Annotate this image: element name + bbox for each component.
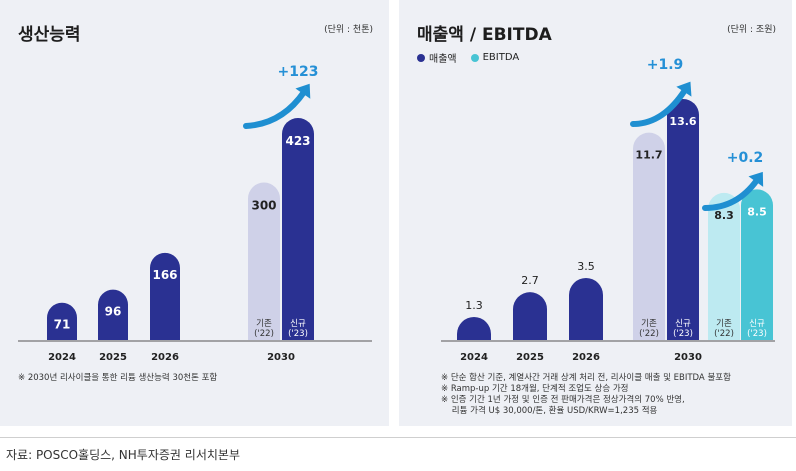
capacity-label-2030-existing-line-2: ('22)	[254, 329, 274, 339]
revenue-legend: 매출액 EBITDA	[417, 50, 519, 65]
capacity-growth-arrow-shaft	[243, 89, 307, 129]
ebitda-bar-2030-existing	[708, 192, 740, 340]
revenue-note-4: 리튬 가격 U$ 30,000/톤, 환율 USD/KRW=1,235 적용	[441, 406, 658, 416]
legend-label-revenue: 매출액	[429, 54, 457, 65]
capacity-bar-2025	[98, 289, 128, 340]
revenue-unit: (단위 : 조원)	[727, 25, 776, 35]
revenue-xtick-2026: 2026	[572, 352, 600, 363]
source-note: 자료: POSCO홀딩스, NH투자증권 리서치본부	[6, 448, 240, 462]
legend-swatch-revenue	[417, 53, 425, 62]
capacity-value-2026: 166	[152, 268, 177, 282]
capacity-bar-2030-existing	[248, 182, 280, 340]
ebitda-bar-2030-existing-label-line-1: 기존	[716, 319, 732, 329]
revenue-growth-arrow-head	[676, 81, 692, 97]
legend-label-ebitda: EBITDA	[482, 52, 520, 63]
capacity-bar-2030-new	[282, 118, 314, 340]
revenue-growth-label: +1.9	[647, 57, 684, 73]
capacity-bar-2026	[150, 252, 180, 340]
legend-item-revenue: 매출액	[417, 50, 457, 65]
revenue-bar-2030-existing-label-line-1: 기존	[641, 319, 657, 329]
revenue-xtick-2024: 2024	[460, 352, 488, 363]
ebitda-bar-2030-existing-value: 8.3	[714, 209, 734, 222]
revenue-bar-2030-existing	[633, 132, 665, 340]
revenue-value-2026: 3.5	[577, 260, 595, 273]
revenue-value-2024: 1.3	[465, 299, 483, 312]
revenue-note-1: ※ 단순 합산 기준, 계열사간 거래 상계 처리 전, 리사이클 매출 및 E…	[441, 373, 731, 383]
capacity-value-2024: 71	[54, 318, 71, 332]
revenue-note-3: ※ 인증 기간 1년 가정 및 인증 전 판매가격은 정상가격의 70% 반영,	[441, 395, 685, 405]
footer-divider	[0, 437, 796, 438]
capacity-panel: 생산능력 (단위 : 천톤) 71 2024 96 2025 166 2026 300 423…	[0, 0, 389, 426]
revenue-bar-2030-new-value: 13.6	[669, 115, 696, 128]
capacity-bar-2024	[47, 302, 77, 340]
capacity-label-2030-existing-line-1: 기존	[256, 319, 272, 329]
revenue-bar-2024	[457, 316, 491, 340]
capacity-unit: (단위 : 천톤)	[324, 25, 373, 35]
revenue-bar-2030-new-label-line-1: 신규	[675, 319, 691, 329]
capacity-xtick-2026: 2026	[151, 352, 179, 363]
revenue-bar-2030-new-label-line-2: ('23)	[673, 329, 693, 339]
revenue-panel: 매출액 / EBITDA (단위 : 조원) 매출액 EBITDA 1.3 202…	[399, 0, 792, 426]
capacity-chart: 71 2024 96 2025 166 2026 300 423 기존('22) 신규('23) 2…	[18, 64, 372, 363]
revenue-growth-arrow-shaft	[630, 87, 688, 127]
capacity-growth-arrow-head	[295, 83, 311, 99]
revenue-chart: 1.320242.720253.5202611.7기존('22)13.6신규('…	[441, 57, 775, 363]
revenue-bar-2025	[513, 292, 547, 340]
ebitda-bar-2030-existing-label-line-2: ('22)	[714, 329, 734, 339]
capacity-title: 생산능력	[18, 25, 81, 45]
capacity-xtick-2030: 2030	[267, 352, 295, 363]
ebitda-growth-arrow-shaft	[702, 177, 760, 211]
revenue-title: 매출액 / EBITDA	[417, 25, 552, 45]
revenue-bar-2026	[569, 277, 603, 340]
capacity-xtick-2024: 2024	[48, 352, 76, 363]
capacity-value-2030-existing: 300	[251, 199, 276, 213]
revenue-bar-2030-new	[667, 99, 699, 340]
revenue-bar-2030-existing-value: 11.7	[635, 149, 662, 162]
capacity-note: ※ 2030년 리사이클을 통한 리튬 생산능력 30천톤 포함	[18, 373, 218, 383]
capacity-label-2030-new-line-1: 신규	[290, 319, 306, 329]
capacity-label-2030-new-line-2: ('23)	[288, 329, 308, 339]
revenue-bar-2030-existing-label-line-2: ('22)	[639, 329, 659, 339]
ebitda-bar-2030-new-label-line-2: ('23)	[747, 329, 767, 339]
revenue-xtick-2030: 2030	[674, 352, 702, 363]
ebitda-growth-arrow-head	[748, 171, 764, 187]
capacity-value-2030-new: 423	[285, 134, 310, 148]
revenue-xtick-2025: 2025	[516, 352, 544, 363]
legend-item-ebitda: EBITDA	[470, 50, 520, 65]
ebitda-bar-2030-new-label-line-1: 신규	[749, 319, 765, 329]
ebitda-growth-label: +0.2	[727, 150, 764, 166]
capacity-growth-label: +123	[278, 64, 319, 80]
legend-swatch-ebitda	[470, 53, 479, 62]
revenue-note-2: ※ Ramp-up 기간 18개월, 단계적 조업도 상승 가정	[441, 384, 629, 394]
ebitda-bar-2030-new-value: 8.5	[747, 205, 767, 218]
revenue-value-2025: 2.7	[521, 274, 539, 287]
capacity-xtick-2025: 2025	[99, 352, 127, 363]
ebitda-bar-2030-new	[741, 189, 773, 340]
capacity-value-2025: 96	[105, 305, 122, 319]
